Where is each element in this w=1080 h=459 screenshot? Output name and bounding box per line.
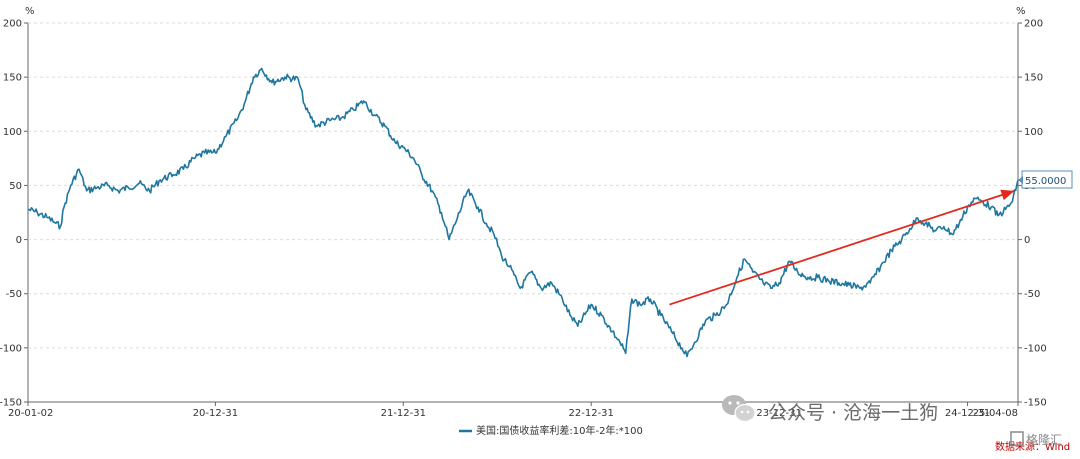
- last-value-callout-pointer: [1018, 176, 1023, 185]
- x-tick-label: 25-04-08: [973, 408, 1018, 419]
- brand-logo-mark: [1010, 431, 1024, 446]
- right-unit-label: %: [1016, 6, 1026, 17]
- left-unit-label: %: [25, 6, 35, 17]
- left-y-tick-labels: -150 -100 -50 0 50 100 150 200: [0, 19, 28, 409]
- trend-arrow-line: [669, 189, 1015, 306]
- left-tick-label: -100: [0, 343, 22, 354]
- left-tick-label: -50: [6, 289, 22, 300]
- grid-lines: [28, 22, 1018, 349]
- right-tick-label: 200: [1024, 19, 1043, 30]
- x-tick-label: 20-12-31: [193, 408, 238, 419]
- right-tick-label: -50: [1024, 289, 1040, 300]
- right-tick-label: -150: [1024, 398, 1047, 409]
- x-tick-label: 22-12-31: [569, 408, 614, 419]
- left-tick-label: 150: [3, 73, 22, 84]
- legend: 美国:国债收益率利差:10年-2年:*100: [459, 424, 643, 437]
- right-tick-label: 150: [1024, 73, 1043, 84]
- series-layer: [27, 67, 1019, 358]
- left-tick-label: 200: [3, 19, 22, 30]
- brand-logo: 格隆汇: [1010, 431, 1062, 447]
- legend-label: 美国:国债收益率利差:10年-2年:*100: [476, 424, 643, 437]
- source-note: 数据来源：Wind: [995, 440, 1070, 453]
- watermark-text: 公众号 · 沧海一土狗: [768, 402, 938, 424]
- left-tick-label: 0: [16, 235, 22, 246]
- right-tick-label: -100: [1024, 343, 1047, 354]
- x-tick-labels: 20-01-02 20-12-31 21-12-31 22-12-31 23-12-31…: [8, 402, 1019, 419]
- right-tick-label: 100: [1024, 127, 1043, 138]
- watermark: 公众号 · 沧海一土狗: [722, 395, 938, 424]
- wechat-icon: [722, 395, 756, 423]
- x-tick-label: 23-12-31: [756, 408, 801, 419]
- series-line: [27, 67, 1019, 358]
- right-tick-label: 0: [1024, 235, 1030, 246]
- left-tick-label: 50: [9, 181, 22, 192]
- x-tick-label: 20-01-02: [8, 408, 53, 419]
- brand-logo-text: 格隆汇: [1026, 432, 1062, 447]
- annotation-layer: 55.0000: [669, 170, 1073, 306]
- x-tick-label: 24-12-31: [945, 408, 990, 419]
- left-tick-label: -150: [0, 398, 22, 409]
- trend-arrow-head: [1000, 189, 1015, 201]
- left-tick-label: 100: [3, 127, 22, 138]
- last-value-label: 55.0000: [1025, 176, 1066, 187]
- x-tick-label: 21-12-31: [381, 408, 426, 419]
